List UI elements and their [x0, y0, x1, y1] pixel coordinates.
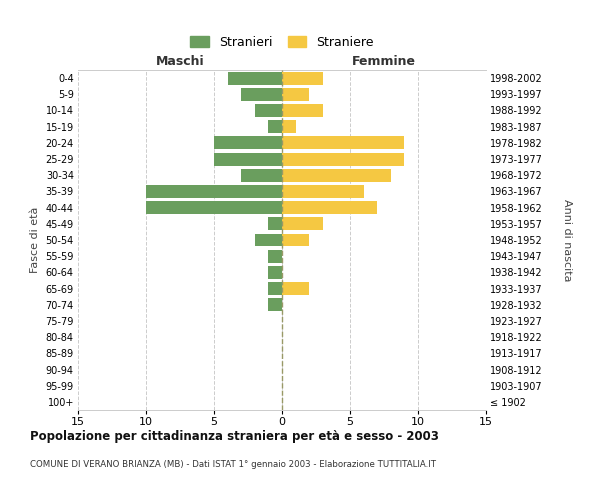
Legend: Stranieri, Straniere: Stranieri, Straniere	[187, 32, 377, 52]
Bar	[282, 136, 404, 149]
Bar	[268, 282, 282, 295]
Bar	[282, 120, 296, 133]
Text: Popolazione per cittadinanza straniera per età e sesso - 2003: Popolazione per cittadinanza straniera p…	[30, 430, 439, 443]
Text: Femmine: Femmine	[352, 56, 416, 68]
Bar	[282, 218, 323, 230]
Y-axis label: Fasce di età: Fasce di età	[30, 207, 40, 273]
Bar	[146, 201, 282, 214]
Text: COMUNE DI VERANO BRIANZA (MB) - Dati ISTAT 1° gennaio 2003 - Elaborazione TUTTIT: COMUNE DI VERANO BRIANZA (MB) - Dati IST…	[30, 460, 436, 469]
Bar	[282, 88, 309, 101]
Bar	[268, 266, 282, 279]
Bar	[241, 88, 282, 101]
Bar	[282, 72, 323, 85]
Bar	[227, 72, 282, 85]
Bar	[282, 185, 364, 198]
Bar	[241, 169, 282, 181]
Bar	[255, 104, 282, 117]
Bar	[146, 185, 282, 198]
Bar	[282, 104, 323, 117]
Bar	[214, 136, 282, 149]
Bar	[282, 201, 377, 214]
Bar	[282, 169, 391, 181]
Bar	[282, 282, 309, 295]
Bar	[282, 152, 404, 166]
Bar	[282, 234, 309, 246]
Bar	[268, 218, 282, 230]
Bar	[255, 234, 282, 246]
Bar	[268, 250, 282, 262]
Bar	[268, 120, 282, 133]
Bar	[214, 152, 282, 166]
Bar	[268, 298, 282, 311]
Text: Maschi: Maschi	[155, 56, 205, 68]
Y-axis label: Anni di nascita: Anni di nascita	[562, 198, 572, 281]
